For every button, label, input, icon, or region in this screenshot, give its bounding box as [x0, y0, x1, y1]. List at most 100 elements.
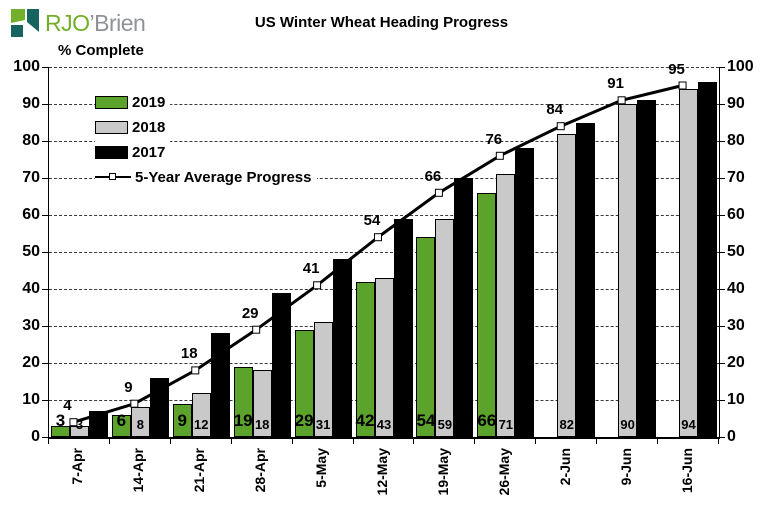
y-tick-label-left: 60	[22, 206, 40, 223]
y-tick-mark-left	[42, 400, 48, 401]
y-tick-label-right: 60	[727, 206, 745, 223]
line-point-label: 95	[668, 60, 685, 78]
x-axis-label: 16-Jun	[678, 448, 695, 494]
legend: 2019 2018 2017 5-Year Average Progress	[95, 90, 317, 190]
logo: RJO’Brien	[10, 8, 146, 38]
y-tick-mark-right	[719, 215, 725, 216]
x-tick-mark	[353, 439, 354, 444]
bar-2019	[50, 425, 70, 437]
legend-label: 2018	[132, 119, 166, 136]
rjobrien-logo-icon	[11, 9, 39, 37]
y-tick-mark-left	[42, 141, 48, 142]
bar-2018	[130, 407, 150, 437]
legend-label: 2017	[132, 144, 166, 161]
y-axis-label: % Complete	[55, 42, 147, 59]
y-tick-label-left: 100	[13, 58, 40, 75]
bar-2017	[515, 148, 535, 437]
y-tick-label-right: 40	[727, 280, 745, 297]
line-point-label: 29	[241, 304, 259, 322]
line-point-label: 76	[485, 130, 503, 148]
bar-2018	[496, 174, 516, 437]
x-tick-mark	[231, 439, 232, 444]
line-point-label: 54	[363, 212, 381, 230]
line-point-label: 18	[180, 345, 198, 363]
legend-item-2018: 2018	[95, 115, 171, 140]
line-point-label: 84	[546, 101, 564, 119]
bar-label-2019: 6	[116, 411, 127, 430]
line-point-label: 91	[607, 75, 624, 93]
logo-text-rjo: RJO	[45, 9, 90, 36]
legend-swatch-2017	[95, 146, 128, 159]
y-tick-label-left: 30	[22, 317, 40, 334]
bar-2017	[332, 259, 352, 437]
y-tick-mark-right	[719, 400, 725, 401]
bar-2018	[374, 277, 394, 437]
line-marker	[191, 366, 200, 375]
bar-label-2018: 94	[681, 417, 696, 432]
bar-label-2019: 54	[416, 411, 436, 430]
y-tick-label-left: 90	[22, 95, 40, 112]
y-tick-mark-right	[719, 326, 725, 327]
y-tick-label-left: 40	[22, 280, 40, 297]
bar-2019	[111, 414, 131, 437]
x-tick-mark	[48, 439, 49, 444]
x-axis-label: 21-Apr	[191, 448, 208, 493]
x-axis-label: 2-Jun	[556, 448, 573, 486]
y-tick-label-right: 100	[727, 58, 754, 75]
x-tick-mark	[596, 439, 597, 444]
bar-2019	[477, 192, 497, 437]
y-tick-label-left: 70	[22, 169, 40, 186]
y-tick-mark-left	[42, 104, 48, 105]
bar-label-2018: 43	[376, 417, 392, 432]
chart-title: US Winter Wheat Heading Progress	[254, 14, 509, 31]
y-tick-label-left: 80	[22, 132, 40, 149]
y-tick-label-left: 10	[22, 391, 40, 408]
y-tick-mark-left	[42, 252, 48, 253]
y-tick-mark-left	[42, 215, 48, 216]
line-marker	[434, 188, 443, 197]
bar-label-2019: 29	[294, 411, 314, 430]
y-tick-label-right: 90	[727, 95, 745, 112]
bar-2019	[416, 237, 436, 437]
bar-2018	[618, 104, 638, 437]
y-tick-mark-right	[719, 67, 725, 68]
y-tick-mark-left	[42, 178, 48, 179]
gridline-100	[49, 67, 719, 68]
x-tick-mark	[474, 439, 475, 444]
bar-label-2019: 19	[233, 411, 253, 430]
bar-label-2018: 82	[559, 417, 574, 432]
y-tick-mark-right	[719, 104, 725, 105]
bar-label-2018: 18	[254, 417, 270, 432]
bar-label-2019: 3	[55, 411, 66, 430]
bar-2018	[313, 322, 333, 437]
bar-label-2019: 66	[477, 411, 497, 430]
bar-2017	[698, 81, 718, 437]
bar-2018	[435, 218, 455, 437]
gridline-50	[49, 252, 719, 253]
line-marker	[617, 96, 626, 105]
y-tick-mark-left	[42, 67, 48, 68]
x-axis-label: 19-May	[434, 448, 451, 496]
line-marker	[678, 81, 687, 90]
y-tick-label-right: 70	[727, 169, 745, 186]
bar-label-2018: 3	[75, 417, 84, 432]
legend-line-sample	[95, 171, 131, 184]
gridline-60	[49, 215, 719, 216]
bar-2019	[355, 281, 375, 437]
y-tick-label-left: 20	[22, 354, 40, 371]
y-tick-mark-left	[42, 289, 48, 290]
trend-line-layer	[69, 81, 687, 427]
bar-2019	[233, 366, 253, 437]
bar-label-2019: 9	[177, 411, 187, 430]
y-tick-mark-left	[42, 437, 48, 438]
x-tick-mark	[413, 439, 414, 444]
bar-label-2018: 71	[498, 417, 514, 432]
bar-label-2018: 12	[194, 417, 209, 432]
y-tick-label-right: 10	[727, 391, 745, 408]
x-axis-label: 26-May	[495, 448, 512, 496]
bar-2017	[210, 333, 230, 437]
x-tick-mark	[718, 439, 719, 444]
line-point-label: 41	[302, 260, 320, 278]
logo-text-brien: ’Brien	[89, 9, 146, 36]
